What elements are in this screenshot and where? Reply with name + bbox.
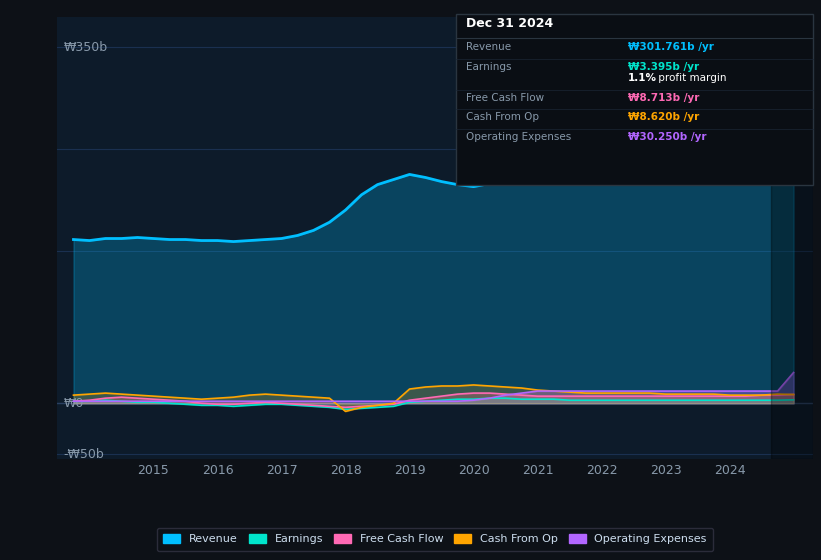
Text: ₩8.620b /yr: ₩8.620b /yr bbox=[628, 113, 699, 123]
Text: Earnings: Earnings bbox=[466, 62, 511, 72]
Text: Cash From Op: Cash From Op bbox=[466, 113, 539, 123]
Text: ₩3.395b /yr: ₩3.395b /yr bbox=[628, 62, 699, 72]
Legend: Revenue, Earnings, Free Cash Flow, Cash From Op, Operating Expenses: Revenue, Earnings, Free Cash Flow, Cash … bbox=[157, 528, 713, 551]
Text: profit margin: profit margin bbox=[655, 73, 727, 83]
Text: -₩50b: -₩50b bbox=[64, 447, 104, 461]
Text: Revenue: Revenue bbox=[466, 43, 511, 53]
Text: ₩0: ₩0 bbox=[64, 397, 85, 410]
Text: ₩301.761b /yr: ₩301.761b /yr bbox=[628, 43, 714, 53]
Bar bbox=[771, 17, 813, 459]
Text: Operating Expenses: Operating Expenses bbox=[466, 132, 571, 142]
Text: Dec 31 2024: Dec 31 2024 bbox=[466, 17, 553, 30]
Text: ₩30.250b /yr: ₩30.250b /yr bbox=[628, 132, 707, 142]
Text: Free Cash Flow: Free Cash Flow bbox=[466, 93, 544, 103]
Text: ₩8.713b /yr: ₩8.713b /yr bbox=[628, 93, 699, 103]
Text: 1.1%: 1.1% bbox=[628, 73, 657, 83]
Text: ₩350b: ₩350b bbox=[64, 41, 108, 54]
